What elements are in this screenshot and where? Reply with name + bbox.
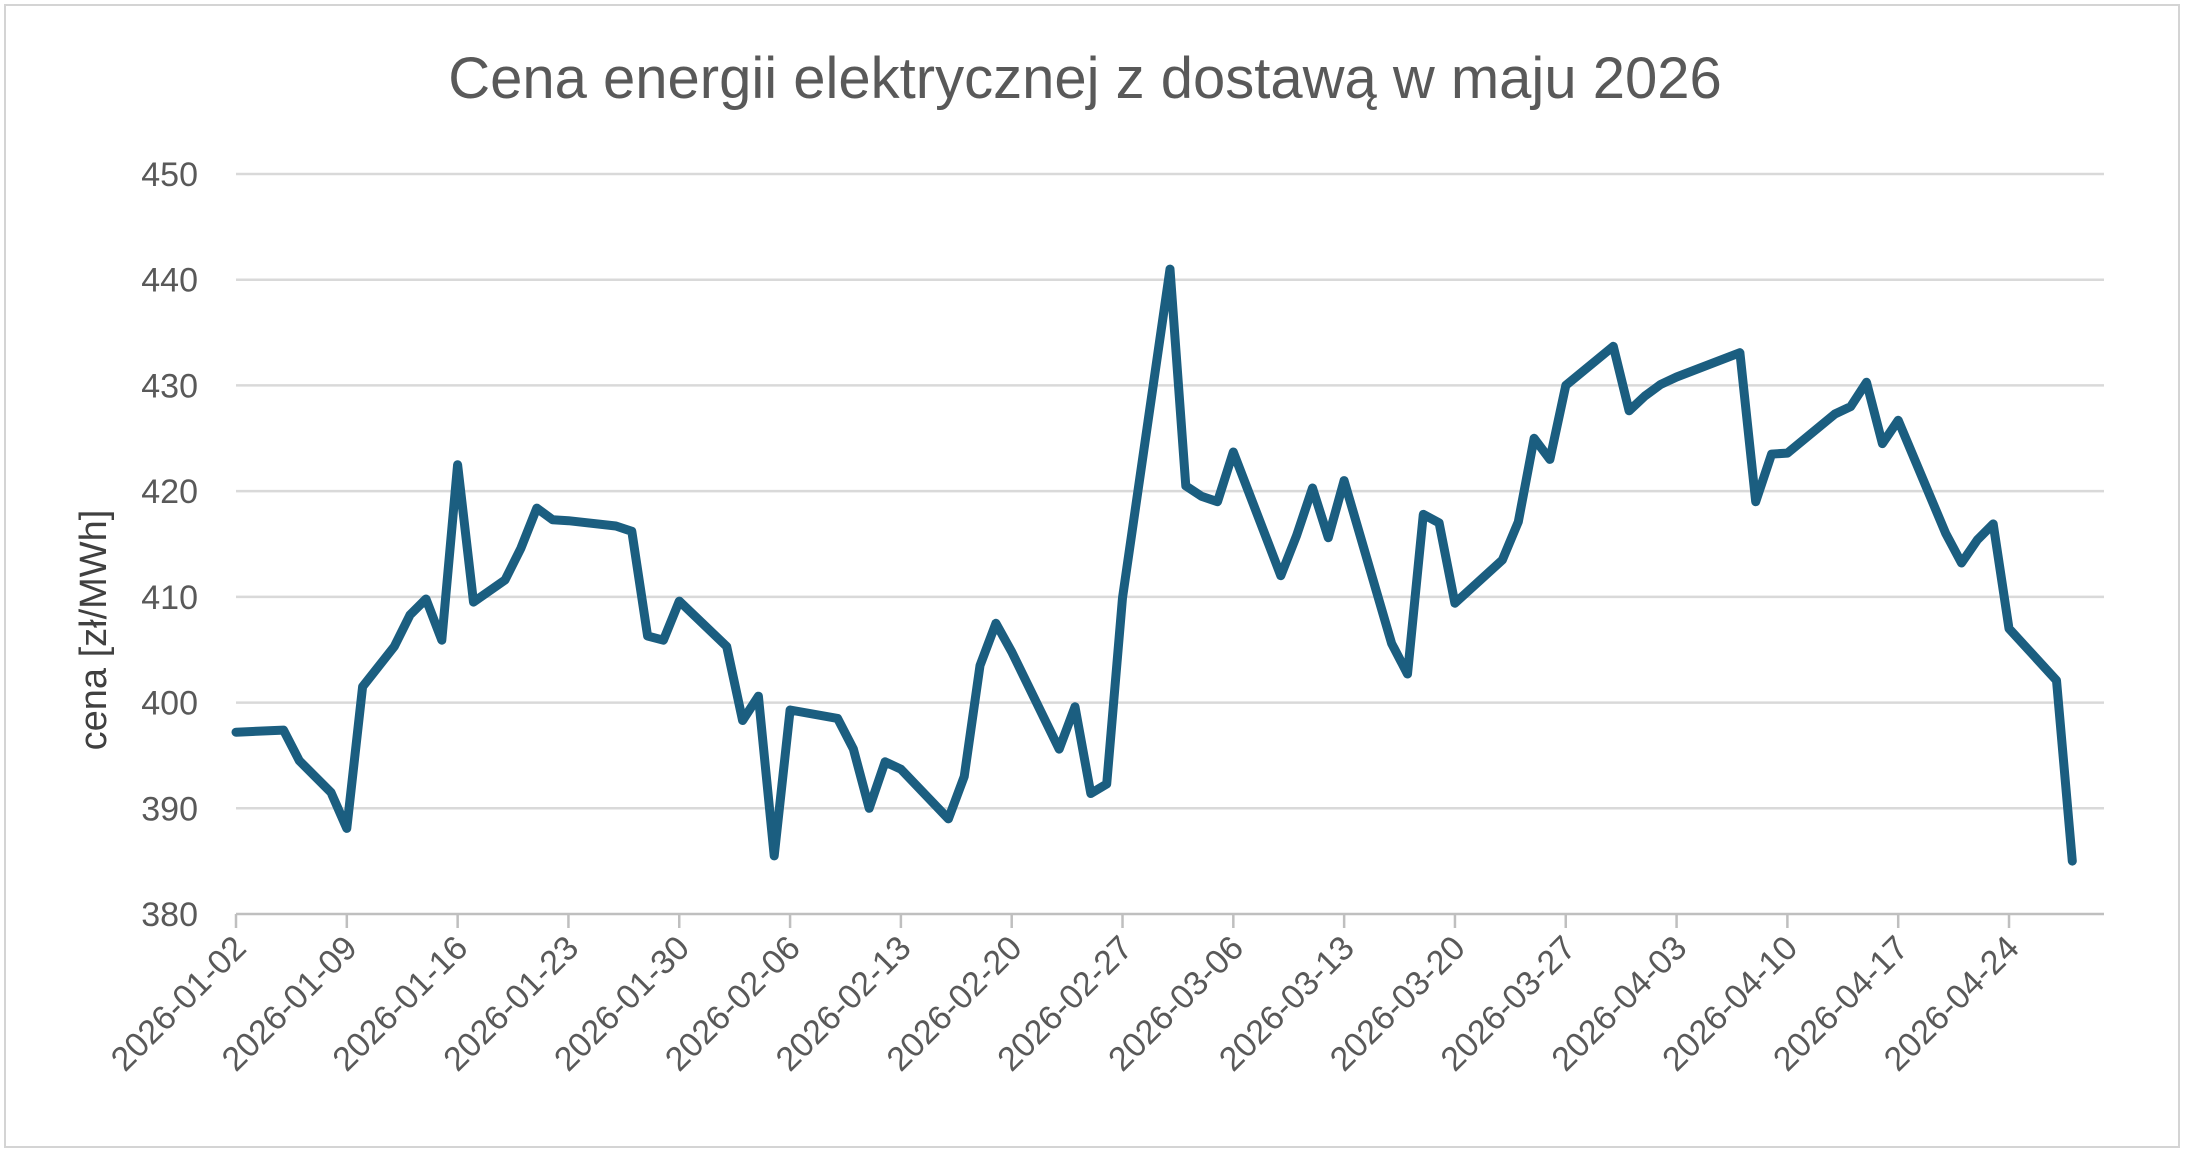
chart-frame (4, 4, 2180, 1148)
y-tick-label: 430 (141, 367, 198, 405)
y-tick-label: 390 (141, 790, 198, 828)
y-tick-label: 410 (141, 579, 198, 617)
y-tick-label: 400 (141, 685, 198, 723)
y-tick-label: 380 (141, 896, 198, 934)
y-tick-label: 450 (141, 156, 198, 194)
y-tick-label: 440 (141, 262, 198, 300)
series-line-0 (231, 264, 2077, 866)
series-layer (231, 264, 2077, 866)
y-tick-label: 420 (141, 473, 198, 511)
y-axis-label: cena [zł/MWh] (73, 510, 115, 751)
x-axis-ticks: 2026-01-022026-01-092026-01-162026-01-23… (104, 914, 2027, 1079)
chart-title: Cena energii elektrycznej z dostawą w ma… (448, 46, 1721, 111)
y-axis-ticks: 380 390 400 410 420 430 440 450 (141, 156, 198, 934)
